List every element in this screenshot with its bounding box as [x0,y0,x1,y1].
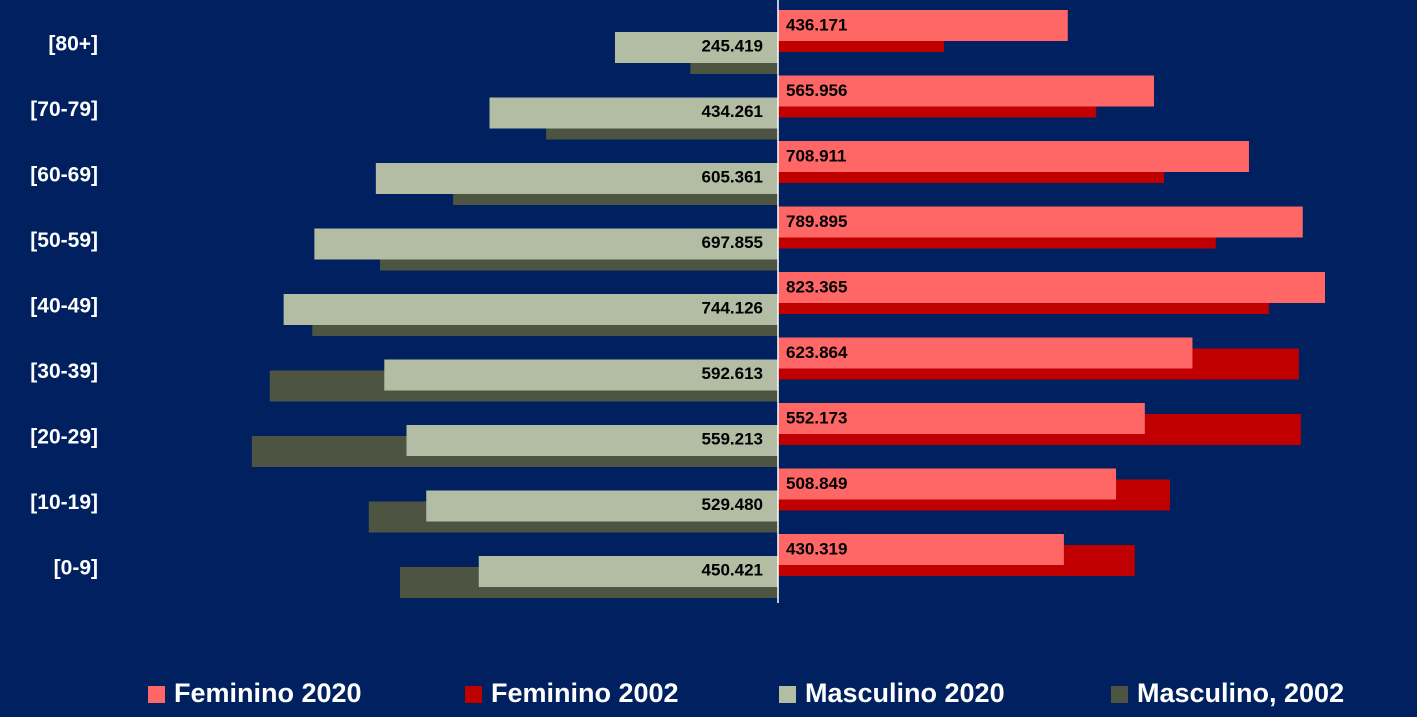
bar [778,141,1249,172]
value-label: 789.895 [786,212,847,231]
bar [778,10,1068,41]
value-label: 529.480 [702,495,763,514]
legend-swatch [465,686,482,703]
legend-label: Masculino 2020 [805,678,1005,708]
value-label: 592.613 [702,364,763,383]
category-label: [70-79] [30,98,98,121]
legend-swatch [1111,686,1128,703]
value-label: 552.173 [786,408,847,427]
bar [778,534,1064,565]
legend-swatch [148,686,165,703]
value-label: 430.319 [786,539,847,558]
bar [778,468,1117,500]
category-label: [80+] [48,33,98,56]
bar [384,359,778,391]
value-label: 744.126 [702,298,763,317]
value-label: 605.361 [702,167,763,186]
value-label: 823.365 [786,277,847,296]
legend-label: Masculino, 2002 [1137,678,1344,708]
bar [614,32,778,63]
bar [778,337,1193,369]
value-label: 565.956 [786,81,847,100]
bar [406,425,778,456]
bar [283,294,778,325]
value-label: 245.419 [702,36,763,55]
value-label: 450.421 [702,560,763,579]
legend-label: Feminino 2020 [174,678,362,708]
category-label: [0-9] [54,557,98,580]
value-label: 697.855 [702,233,763,252]
bar [426,490,778,522]
legend-label: Feminino 2002 [491,678,679,708]
value-label: 434.261 [702,102,763,121]
bar [778,403,1145,434]
bar [778,75,1154,107]
category-label: [30-39] [30,360,98,383]
category-label: [10-19] [30,491,98,514]
bar [478,556,778,587]
bar [778,272,1325,303]
legend-swatch [779,686,796,703]
value-label: 508.849 [786,474,847,493]
bar [778,206,1303,238]
category-label: [20-29] [30,426,98,449]
value-label: 708.911 [786,146,847,165]
category-label: [60-69] [30,164,98,187]
value-label: 623.864 [786,343,848,362]
value-label: 559.213 [702,429,763,448]
category-label: [40-49] [30,295,98,318]
category-label: [50-59] [30,229,98,252]
bar [489,97,778,129]
value-label: 436.171 [786,15,847,34]
bar [375,163,778,194]
bar [314,228,778,260]
